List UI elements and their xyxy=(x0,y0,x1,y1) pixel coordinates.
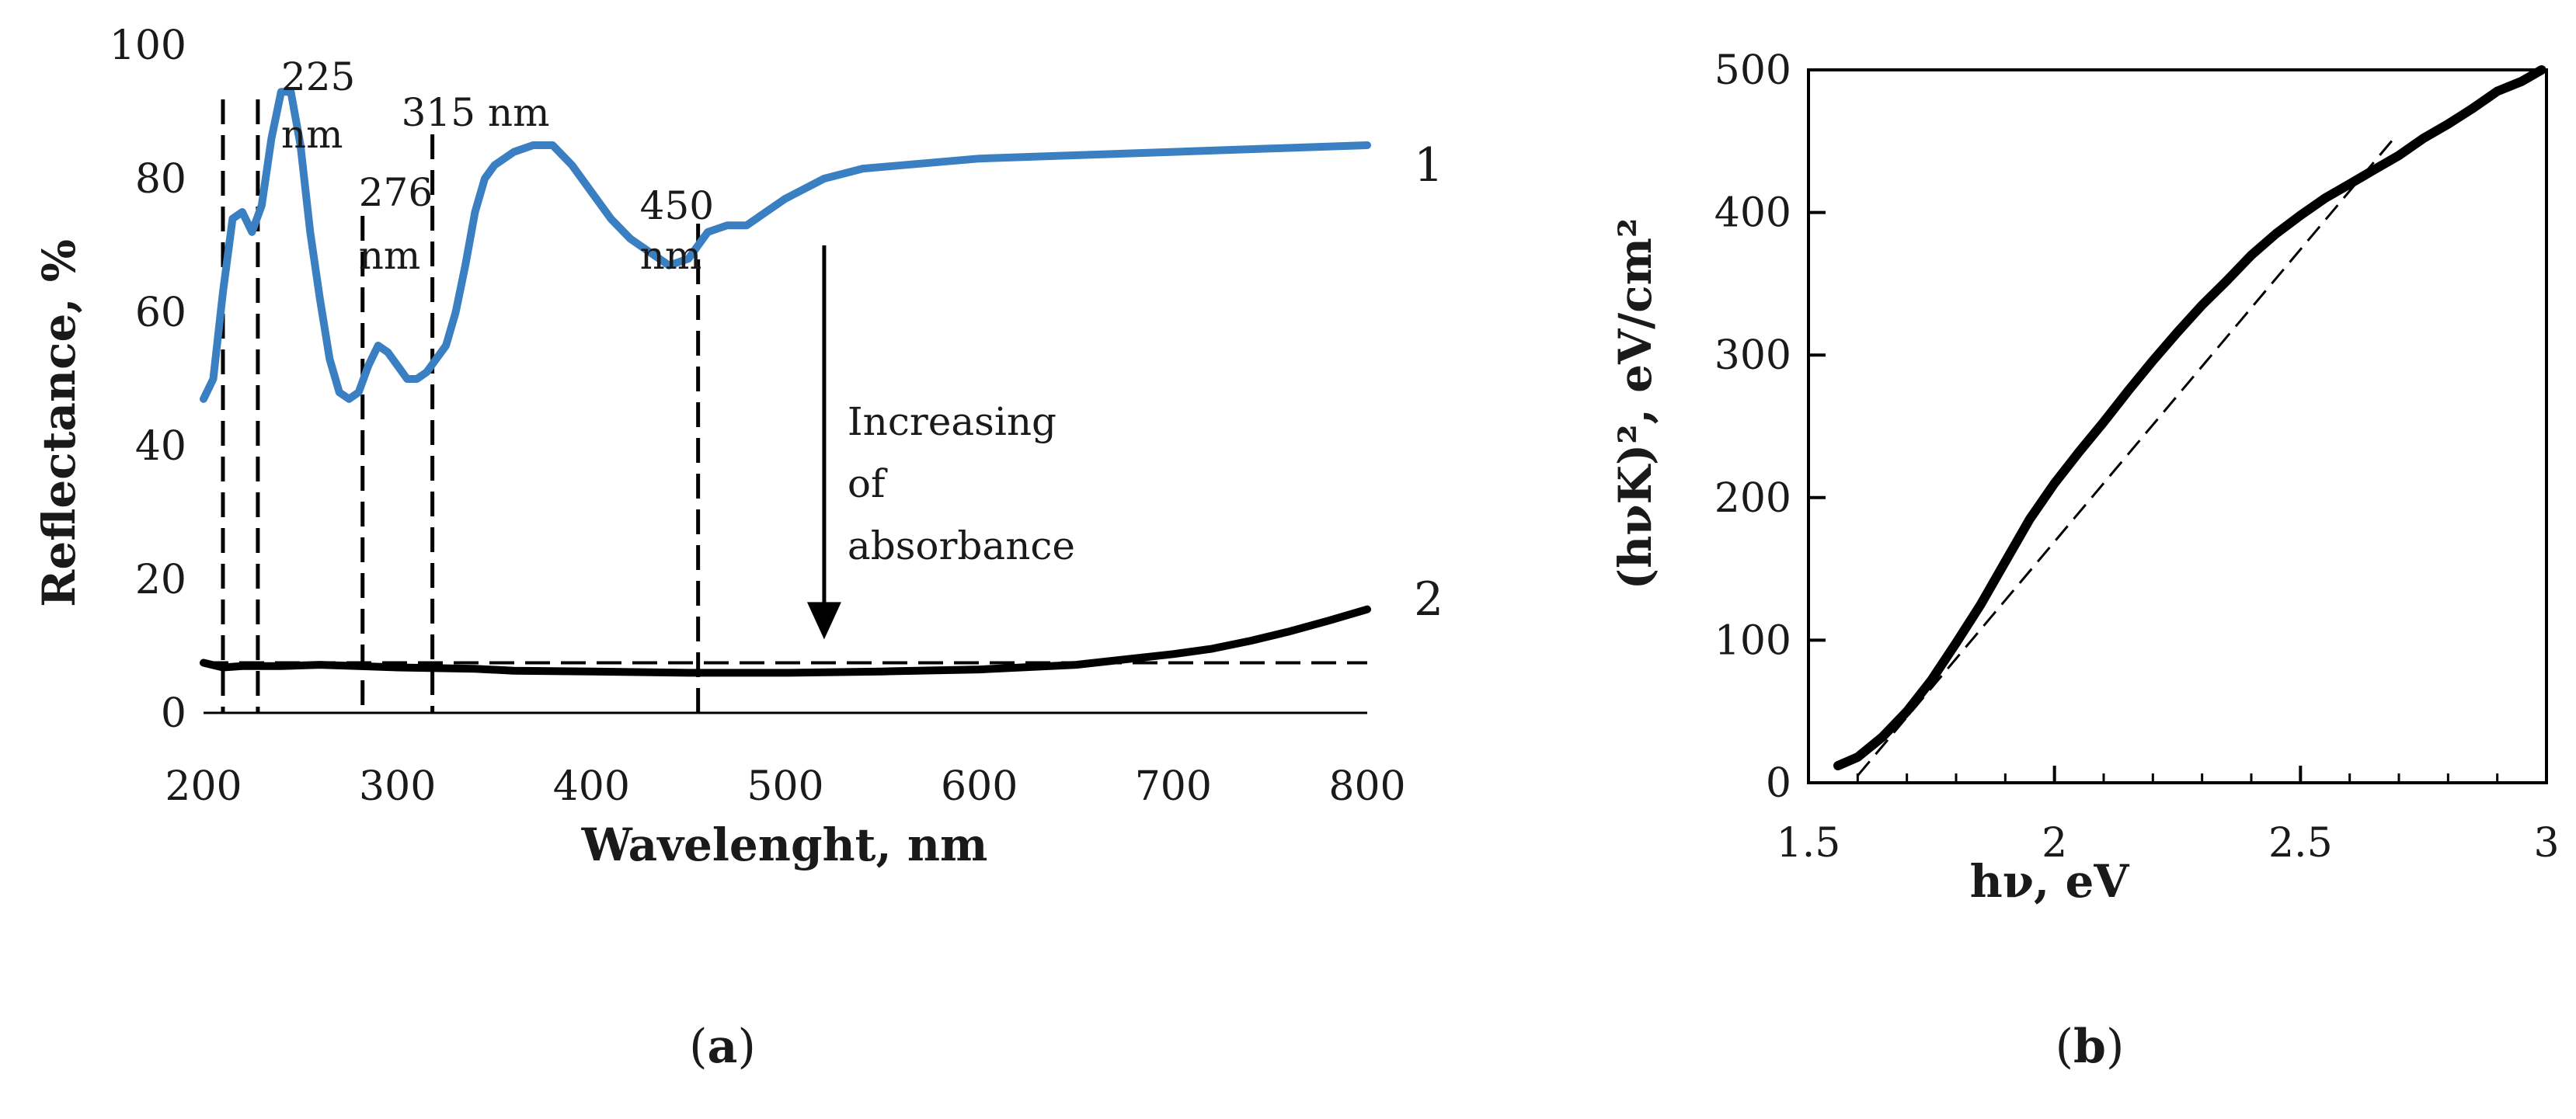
a-annotation-label: 225 xyxy=(281,54,355,99)
a-series-group xyxy=(200,88,1371,677)
b-y-tick-label: 400 xyxy=(1714,190,1791,237)
a-x-tick-labels: 200 300 400 500 600 700 800 xyxy=(165,763,1405,810)
b-caption-letter: b xyxy=(2073,1020,2106,1074)
a-x-tick-label: 700 xyxy=(1135,763,1212,810)
a-y-tick-labels: 0 20 40 60 80 100 xyxy=(110,23,186,737)
a-caption-open: ( xyxy=(689,1020,707,1074)
b-x-tick-labels: 1.5 2 2.5 3 xyxy=(1777,820,2560,867)
a-x-axis-title: Wavelenght, nm xyxy=(581,818,988,871)
a-x-tick-label: 300 xyxy=(359,763,436,810)
chart-panel-b: 0 100 200 300 400 500 1.5 2 2.5 3 hν, eV (hνK)²,… xyxy=(1609,47,2560,1074)
a-series-label-1: 1 xyxy=(1414,138,1443,193)
b-y-axis-title: (hνK)², eV/cm² xyxy=(1609,218,1662,590)
a-x-tick-label: 600 xyxy=(941,763,1018,810)
b-caption-open: ( xyxy=(2056,1020,2073,1074)
b-plot-frame xyxy=(1807,68,2548,784)
b-x-tick-label: 3 xyxy=(2533,820,2559,867)
a-panel-caption: (a) xyxy=(689,1020,756,1074)
a-arrow-note-line: absorbance xyxy=(848,523,1075,568)
a-arrow-note-line: Increasing xyxy=(848,399,1057,444)
a-y-tick-label: 60 xyxy=(135,290,186,336)
b-series-group xyxy=(1833,65,2546,777)
b-y-tick-labels: 0 100 200 300 400 500 xyxy=(1714,47,1791,807)
a-annotations: 225 nm 276 nm 315 nm 450 nm xyxy=(281,54,714,278)
a-series-line-2 xyxy=(200,605,1371,677)
a-caption-letter: a xyxy=(708,1020,738,1074)
b-y-tick-label: 500 xyxy=(1714,47,1791,94)
a-caption-close: ) xyxy=(737,1020,755,1074)
a-y-tick-label: 100 xyxy=(110,23,186,69)
a-y-tick-label: 0 xyxy=(161,690,186,737)
a-y-tick-label: 40 xyxy=(135,423,186,470)
a-y-tick-label: 20 xyxy=(135,557,186,603)
a-arrow-head xyxy=(806,602,841,640)
chart-panel-a: 0 20 40 60 80 100 200 300 400 500 600 700 800 225 nm… xyxy=(33,23,1443,1074)
b-y-tick-label: 200 xyxy=(1714,475,1791,522)
b-x-tick-label: 2 xyxy=(2042,820,2067,867)
a-x-tick-label: 200 xyxy=(165,763,242,810)
a-annotation-label: 450 xyxy=(640,183,714,228)
a-annotation-unit: nm xyxy=(640,233,702,278)
a-y-axis-title: Reflectance, % xyxy=(33,239,85,607)
b-panel-caption: (b) xyxy=(2056,1020,2125,1074)
b-y-tick-label: 0 xyxy=(1766,760,1791,807)
a-reference-lines xyxy=(204,99,1367,713)
a-x-tick-label: 800 xyxy=(1328,763,1405,810)
b-data-line xyxy=(1833,65,2546,770)
b-axes xyxy=(1807,68,2548,784)
b-caption-close: ) xyxy=(2106,1020,2124,1074)
a-y-tick-label: 80 xyxy=(135,156,186,203)
a-arrow-note-line: of xyxy=(848,461,888,506)
a-annotation-label: 276 xyxy=(359,170,433,215)
a-series-label-2: 2 xyxy=(1414,572,1443,627)
b-y-tick-label: 300 xyxy=(1714,332,1791,379)
a-series-line-1 xyxy=(200,88,1371,403)
a-x-tick-label: 500 xyxy=(747,763,823,810)
b-y-tick-label: 100 xyxy=(1714,617,1791,664)
a-series-labels: 12 xyxy=(1414,138,1443,627)
a-annotation-label: 315 nm xyxy=(402,90,550,135)
b-x-tick-label: 1.5 xyxy=(1777,820,1841,867)
b-fit-line xyxy=(1857,137,2395,777)
b-x-tick-label: 2.5 xyxy=(2268,820,2333,867)
b-x-axis-title: hν, eV xyxy=(1970,855,2130,908)
a-absorbance-arrow: Increasing of absorbance xyxy=(806,245,1075,640)
a-annotation-unit: nm xyxy=(359,233,421,278)
a-x-tick-label: 400 xyxy=(553,763,630,810)
a-annotation-unit: nm xyxy=(281,112,343,157)
